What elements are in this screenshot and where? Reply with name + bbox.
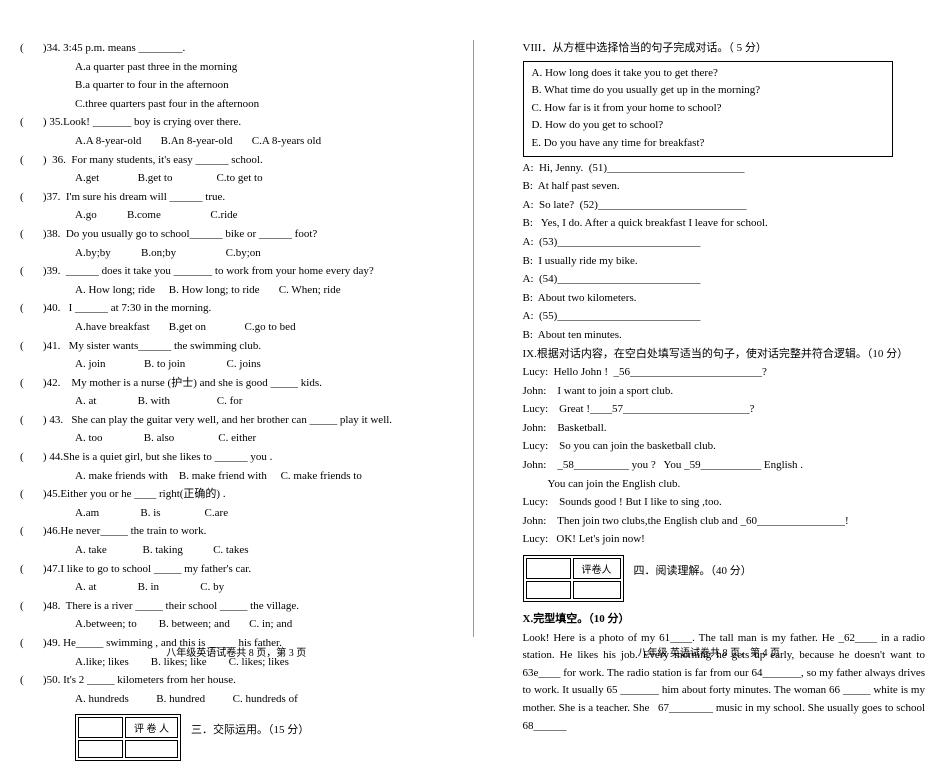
- q48-stem: ( )48. There is a river _____ their scho…: [20, 598, 453, 616]
- q42-stem: ( )42. My mother is a nurse (护士) and she…: [20, 375, 453, 393]
- box-e: E. Do you have any time for breakfast?: [532, 135, 884, 153]
- left-footer: 八年级英语试卷共 8 页，第 3 页: [0, 644, 473, 659]
- q38-opts: A.by;by B.on;by C.by;on: [20, 245, 453, 263]
- q36-opts: A.get B.get to C.to get to: [20, 170, 453, 188]
- dlg2-10: Lucy: OK! Let's join now!: [493, 531, 926, 549]
- q35-stem: ( ) 35.Look! _______ boy is crying over …: [20, 114, 453, 132]
- right-footer: 八年级 英语试卷共 8 页，第 4 页: [473, 644, 945, 659]
- dlg-6: B: I usually ride my bike.: [493, 253, 926, 271]
- q34-stem: ( )34. 3:45 p.m. means ________.: [20, 40, 453, 58]
- dlg-5: A: (53)__________________________: [493, 234, 926, 252]
- q43-opts: A. too B. also C. either: [20, 430, 453, 448]
- q34-a: A.a quarter past three in the morning: [20, 59, 453, 77]
- dlg2-3: Lucy: Great !____57_____________________…: [493, 401, 926, 419]
- choice-box: A. How long does it take you to get ther…: [523, 61, 893, 157]
- grader-label-left: 评 卷 人: [125, 717, 178, 738]
- dlg2-7: You can join the English club.: [493, 476, 926, 494]
- dlg-4: B: Yes, I do. After a quick breakfast I …: [493, 215, 926, 233]
- q40-opts: A.have breakfast B.get on C.go to bed: [20, 319, 453, 337]
- q39-opts: A. How long; ride B. How long; to ride C…: [20, 282, 453, 300]
- q37-opts: A.go B.come C.ride: [20, 207, 453, 225]
- dlg-1: A: Hi, Jenny. (51)______________________…: [493, 160, 926, 178]
- dlg2-6: John: _58__________ you ? You _59_______…: [493, 457, 926, 475]
- dlg2-9: John: Then join two clubs,the English cl…: [493, 513, 926, 531]
- q38-stem: ( )38. Do you usually go to school______…: [20, 226, 453, 244]
- right-page: VIII．从方框中选择恰当的句子完成对话。（ 5 分） A. How long …: [473, 0, 945, 667]
- section10-title: X.完型填空。（10 分）: [493, 611, 926, 629]
- q39-stem: ( )39. ______ does it take you _______ t…: [20, 263, 453, 281]
- q42-opts: A. at B. with C. for: [20, 393, 453, 411]
- dlg2-2: John: I want to join a sport club.: [493, 383, 926, 401]
- section8-title: VIII．从方框中选择恰当的句子完成对话。（ 5 分）: [493, 40, 926, 58]
- dlg-2: B: At half past seven.: [493, 178, 926, 196]
- section4-row: 评卷人 四．阅读理解。（40 分）: [493, 550, 926, 607]
- q34-b: B.a quarter to four in the afternoon: [20, 77, 453, 95]
- q41-opts: A. join B. to join C. joins: [20, 356, 453, 374]
- q46-stem: ( )46.He never_____ the train to work.: [20, 523, 453, 541]
- q50-opts: A. hundreds B. hundred C. hundreds of: [20, 691, 453, 709]
- q44-opts: A. make friends with B. make friend with…: [20, 468, 453, 486]
- q44-stem: ( ) 44.She is a quiet girl, but she like…: [20, 449, 453, 467]
- q35-opts: A.A 8-year-old B.An 8-year-old C.A 8-yea…: [20, 133, 453, 151]
- box-a: A. How long does it take you to get ther…: [532, 65, 884, 83]
- dlg2-4: John: Basketball.: [493, 420, 926, 438]
- q41-stem: ( )41. My sister wants______ the swimmin…: [20, 338, 453, 356]
- section9-title: IX.根据对话内容，在空白处填写适当的句子，使对话完整并符合逻辑。（10 分）: [493, 346, 926, 364]
- section3-row: 评 卷 人 三．交际运用。（15 分）: [20, 709, 453, 766]
- q45-stem: ( )45.Either you or he ____ right(正确的) .: [20, 486, 453, 504]
- dlg-3: A: So late? (52)________________________…: [493, 197, 926, 215]
- grader-box-left: 评 卷 人: [75, 714, 181, 761]
- q34-c: C.three quarters past four in the aftern…: [20, 96, 453, 114]
- section4-title: 四．阅读理解。（40 分）: [634, 562, 752, 578]
- q45-opts: A.am B. is C.are: [20, 505, 453, 523]
- left-page: ( )34. 3:45 p.m. means ________. A.a qua…: [0, 0, 473, 667]
- q40-stem: ( )40. I ______ at 7:30 in the morning.: [20, 300, 453, 318]
- box-c: C. How far is it from your home to schoo…: [532, 100, 884, 118]
- q47-stem: ( )47.I like to go to school _____ my fa…: [20, 561, 453, 579]
- q37-stem: ( )37. I'm sure his dream will ______ tr…: [20, 189, 453, 207]
- box-d: D. How do you get to school?: [532, 117, 884, 135]
- q43-stem: ( ) 43. She can play the guitar very wel…: [20, 412, 453, 430]
- section3-title: 三．交际运用。（15 分）: [191, 721, 309, 737]
- q48-opts: A.between; to B. between; and C. in; and: [20, 616, 453, 634]
- dlg-9: A: (55)__________________________: [493, 308, 926, 326]
- q36-stem: ( ) 36. For many students, it's easy ___…: [20, 152, 453, 170]
- dlg2-1: Lucy: Hello John ! _56__________________…: [493, 364, 926, 382]
- grader-label-right: 评卷人: [573, 558, 621, 579]
- q50-stem: ( )50. It's 2 _____ kilometers from her …: [20, 672, 453, 690]
- grader-box-right: 评卷人: [523, 555, 624, 602]
- dlg-8: B: About two kilometers.: [493, 290, 926, 308]
- dlg-10: B: About ten minutes.: [493, 327, 926, 345]
- q47-opts: A. at B. in C. by: [20, 579, 453, 597]
- dlg2-5: Lucy: So you can join the basketball clu…: [493, 438, 926, 456]
- q46-opts: A. take B. taking C. takes: [20, 542, 453, 560]
- box-b: B. What time do you usually get up in th…: [532, 82, 884, 100]
- dlg-7: A: (54)__________________________: [493, 271, 926, 289]
- dlg2-8: Lucy: Sounds good ! But I like to sing ,…: [493, 494, 926, 512]
